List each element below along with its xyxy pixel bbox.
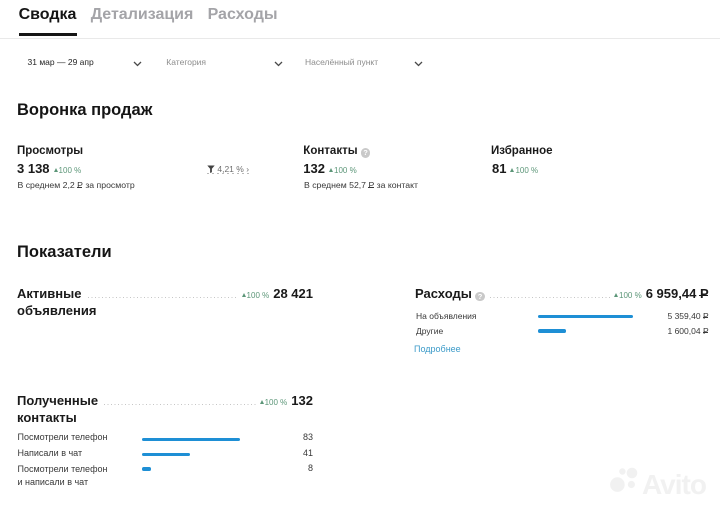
svg-text:Avito: Avito [642,469,707,500]
